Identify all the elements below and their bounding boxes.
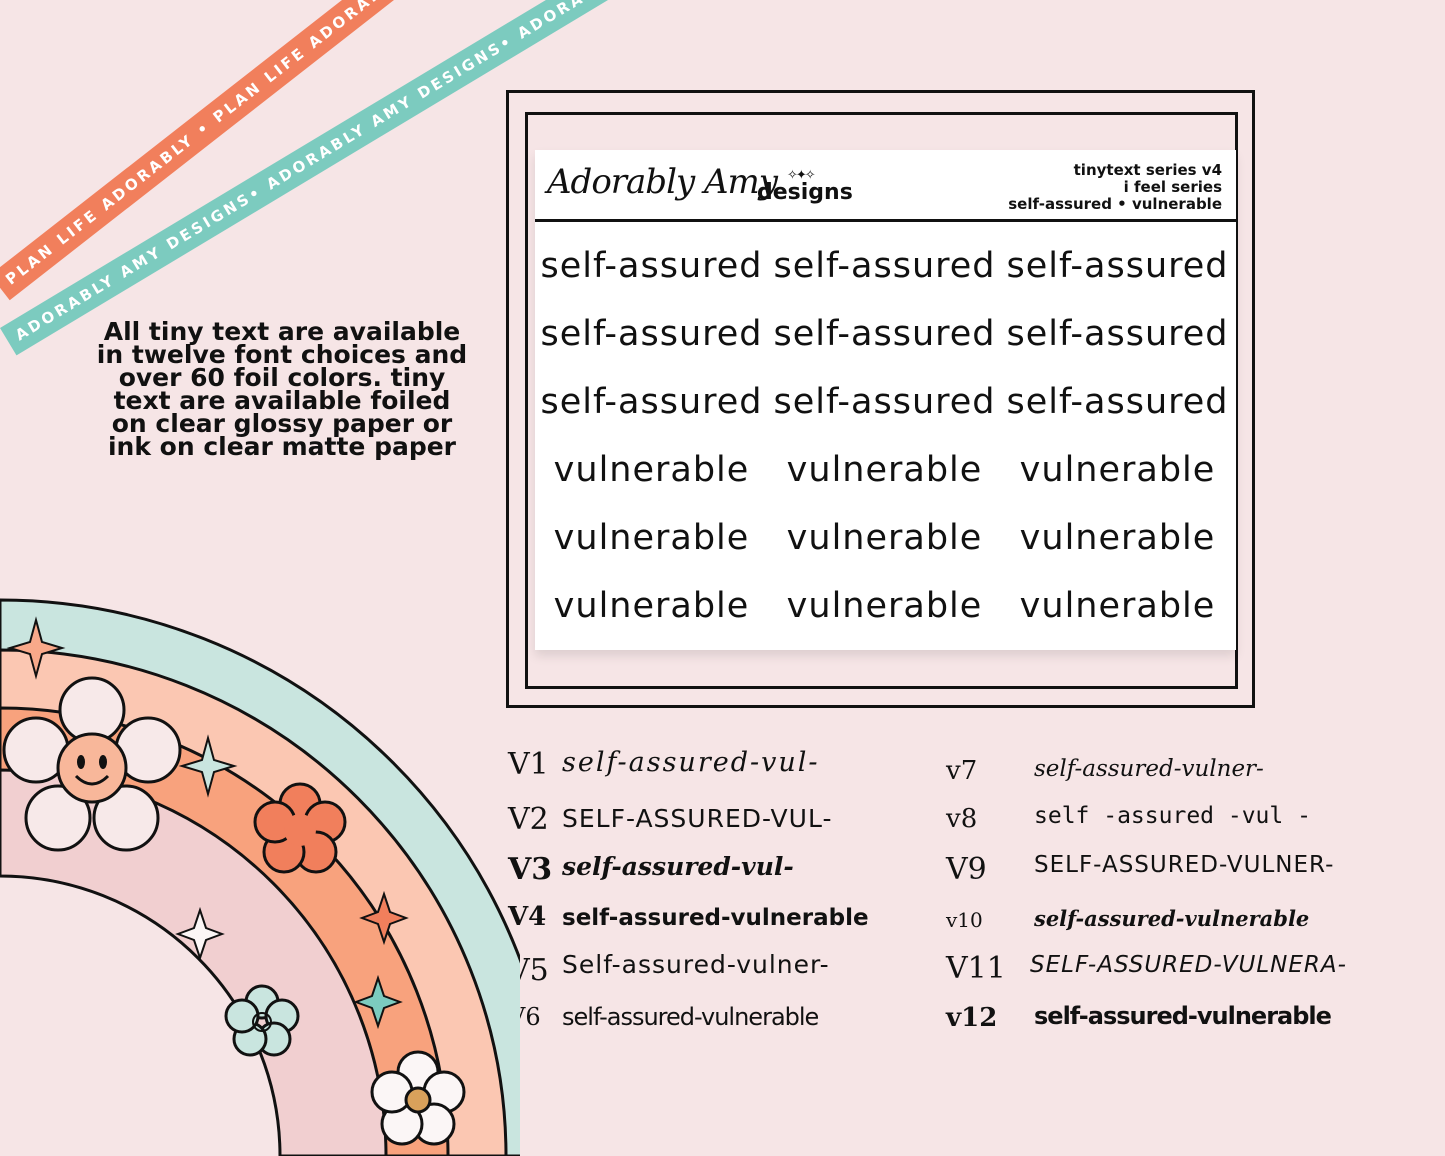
sticker-word: self-assured bbox=[1006, 246, 1229, 286]
sticker-word: self-assured bbox=[773, 382, 996, 422]
version-sample: self -assured -vul - bbox=[1034, 803, 1311, 829]
version-label: V1 bbox=[508, 747, 549, 782]
brand-logo-designs: designs bbox=[757, 180, 853, 205]
sheet-header: Adorably Amy ✧✦✧ designs tinytext series… bbox=[535, 150, 1236, 222]
rainbow-illustration bbox=[0, 598, 520, 1156]
sticker-word: vulnerable bbox=[553, 586, 750, 626]
sparkle-icon bbox=[175, 906, 225, 962]
sticker-sheet: Adorably Amy ✧✦✧ designs tinytext series… bbox=[535, 150, 1236, 650]
sticker-word: vulnerable bbox=[1019, 518, 1216, 558]
sticker-word: vulnerable bbox=[786, 518, 983, 558]
version-sample: self-assured-vulner- bbox=[1034, 756, 1264, 782]
version-sample: self-assured-vulnerable bbox=[1034, 906, 1310, 931]
brand-logo-script: Adorably Amy bbox=[547, 162, 778, 202]
sticker-word: self-assured bbox=[540, 314, 763, 354]
sticker-word: self-assured bbox=[773, 314, 996, 354]
sticker-word: vulnerable bbox=[553, 518, 750, 558]
version-sample: self-assured-vul- bbox=[562, 747, 820, 778]
version-sample: SELF-ASSURED-VULNERA- bbox=[1030, 952, 1347, 978]
version-label: v7 bbox=[946, 756, 978, 786]
version-sample: self-assured-vulnerable bbox=[1034, 1002, 1332, 1030]
white-daisy-icon bbox=[370, 1050, 466, 1146]
series-info: tinytext series v4 i feel series self-as… bbox=[1008, 162, 1222, 213]
sticker-grid: self-assured self-assured self-assured s… bbox=[535, 232, 1236, 640]
availability-info-text: All tiny text are available in twelve fo… bbox=[96, 317, 468, 461]
version-label: v10 bbox=[946, 908, 983, 932]
series-subtitle: i feel series bbox=[1123, 178, 1222, 196]
sticker-word: vulnerable bbox=[786, 450, 983, 490]
version-label: V3 bbox=[508, 852, 553, 887]
version-label: v12 bbox=[946, 1003, 998, 1033]
sparkle-icon bbox=[353, 974, 403, 1030]
sparkle-icon bbox=[359, 890, 409, 946]
sticker-word: self-assured bbox=[773, 246, 996, 286]
series-words: self-assured • vulnerable bbox=[1008, 195, 1222, 213]
sticker-word: self-assured bbox=[1006, 314, 1229, 354]
version-sample: SELF-ASSURED-VUL- bbox=[562, 804, 833, 833]
series-title: tinytext series v4 bbox=[1073, 161, 1222, 179]
teal-flower-icon bbox=[224, 984, 300, 1057]
sticker-word: self-assured bbox=[540, 382, 763, 422]
sticker-word: vulnerable bbox=[786, 586, 983, 626]
sticker-word: vulnerable bbox=[1019, 450, 1216, 490]
sticker-word: vulnerable bbox=[1019, 586, 1216, 626]
version-label: V2 bbox=[508, 802, 549, 837]
sparkle-icon bbox=[178, 734, 238, 798]
sticker-word: self-assured bbox=[1006, 382, 1229, 422]
version-label: V4 bbox=[508, 902, 547, 932]
version-label: V9 bbox=[946, 852, 987, 887]
version-sample: self-assured-vulnerable bbox=[562, 1003, 819, 1031]
sparkle-icon: ✧✦✧ bbox=[787, 168, 816, 183]
version-sample: Self-assured-vulner- bbox=[562, 950, 830, 979]
header-divider bbox=[535, 219, 1236, 222]
version-sample: self-assured-vul- bbox=[562, 852, 794, 881]
sparkle-icon bbox=[6, 616, 66, 680]
smiley-daisy-icon bbox=[2, 676, 182, 852]
sticker-word: self-assured bbox=[540, 246, 763, 286]
version-sample: SELF-ASSURED-VULNER- bbox=[1034, 852, 1335, 878]
orange-flower-icon bbox=[253, 782, 347, 874]
version-sample: self-assured-vulnerable bbox=[562, 905, 869, 931]
version-label: V11 bbox=[946, 951, 1006, 986]
version-label: v8 bbox=[946, 804, 978, 834]
sticker-word: vulnerable bbox=[553, 450, 750, 490]
